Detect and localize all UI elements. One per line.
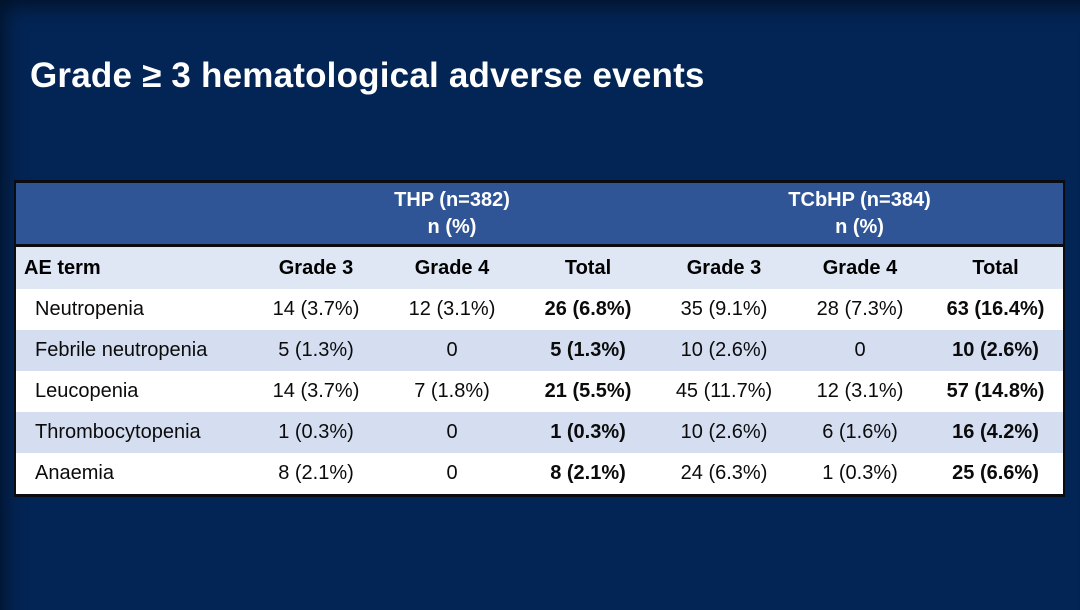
table-row-febrile-neutropenia: Febrile neutropenia 5 (1.3%) 0 5 (1.3%) … [15,330,1065,371]
column-header-thp-grade4: Grade 4 [384,245,520,289]
table-row-thrombocytopenia: Thrombocytopenia 1 (0.3%) 0 1 (0.3%) 10 … [15,412,1065,453]
value-cell-total: 16 (4.2%) [928,412,1065,453]
ae-term-cell: Neutropenia [15,289,248,330]
table-row-neutropenia: Neutropenia 14 (3.7%) 12 (3.1%) 26 (6.8%… [15,289,1065,330]
value-cell: 24 (6.3%) [656,453,792,496]
group-header-thp-title: THP (n=382) [394,188,510,211]
column-header-tcbhp-grade3: Grade 3 [656,245,792,289]
value-cell: 1 (0.3%) [792,453,928,496]
column-header-ae-term: AE term [15,245,248,289]
value-cell: 0 [384,412,520,453]
group-header-empty-cell [15,181,248,247]
value-cell: 6 (1.6%) [792,412,928,453]
value-cell-total: 8 (2.1%) [520,453,656,496]
value-cell: 0 [384,330,520,371]
group-header-tcbhp-subtitle: n (%) [835,215,884,238]
group-header-thp-subtitle: n (%) [427,215,477,238]
value-cell: 14 (3.7%) [248,371,384,412]
value-cell: 0 [384,453,520,496]
group-header-thp: THP (n=382) n (%) [248,181,656,247]
group-header-tcbhp: TCbHP (n=384) n (%) [656,181,1065,247]
table-row-anaemia: Anaemia 8 (2.1%) 0 8 (2.1%) 24 (6.3%) 1 … [15,453,1065,496]
value-cell-total: 1 (0.3%) [520,412,656,453]
value-cell: 10 (2.6%) [656,412,792,453]
value-cell: 7 (1.8%) [384,371,520,412]
ae-term-cell: Leucopenia [15,371,248,412]
table-row-leucopenia: Leucopenia 14 (3.7%) 7 (1.8%) 21 (5.5%) … [15,371,1065,412]
value-cell: 45 (11.7%) [656,371,792,412]
value-cell: 28 (7.3%) [792,289,928,330]
value-cell: 1 (0.3%) [248,412,384,453]
value-cell: 5 (1.3%) [248,330,384,371]
treatment-group-header-row: THP (n=382) n (%) TCbHP (n=384) n (%) [15,181,1065,247]
ae-term-cell: Thrombocytopenia [15,412,248,453]
value-cell: 10 (2.6%) [656,330,792,371]
value-cell-total: 57 (14.8%) [928,371,1065,412]
adverse-events-table: THP (n=382) n (%) TCbHP (n=384) n (%) AE… [14,180,1066,497]
value-cell-total: 63 (16.4%) [928,289,1065,330]
value-cell: 35 (9.1%) [656,289,792,330]
column-header-tcbhp-grade4: Grade 4 [792,245,928,289]
value-cell: 8 (2.1%) [248,453,384,496]
value-cell: 14 (3.7%) [248,289,384,330]
value-cell-total: 25 (6.6%) [928,453,1065,496]
value-cell: 12 (3.1%) [792,371,928,412]
value-cell: 0 [792,330,928,371]
value-cell-total: 10 (2.6%) [928,330,1065,371]
group-header-tcbhp-title: TCbHP (n=384) [788,188,931,211]
value-cell-total: 26 (6.8%) [520,289,656,330]
value-cell-total: 21 (5.5%) [520,371,656,412]
ae-term-cell: Anaemia [15,453,248,496]
ae-term-cell: Febrile neutropenia [15,330,248,371]
slide-title: Grade ≥ 3 hematological adverse events [30,56,705,95]
column-header-thp-total: Total [520,245,656,289]
column-header-thp-grade3: Grade 3 [248,245,384,289]
column-header-row: AE term Grade 3 Grade 4 Total Grade 3 Gr… [15,245,1065,289]
value-cell-total: 5 (1.3%) [520,330,656,371]
value-cell: 12 (3.1%) [384,289,520,330]
column-header-tcbhp-total: Total [928,245,1065,289]
